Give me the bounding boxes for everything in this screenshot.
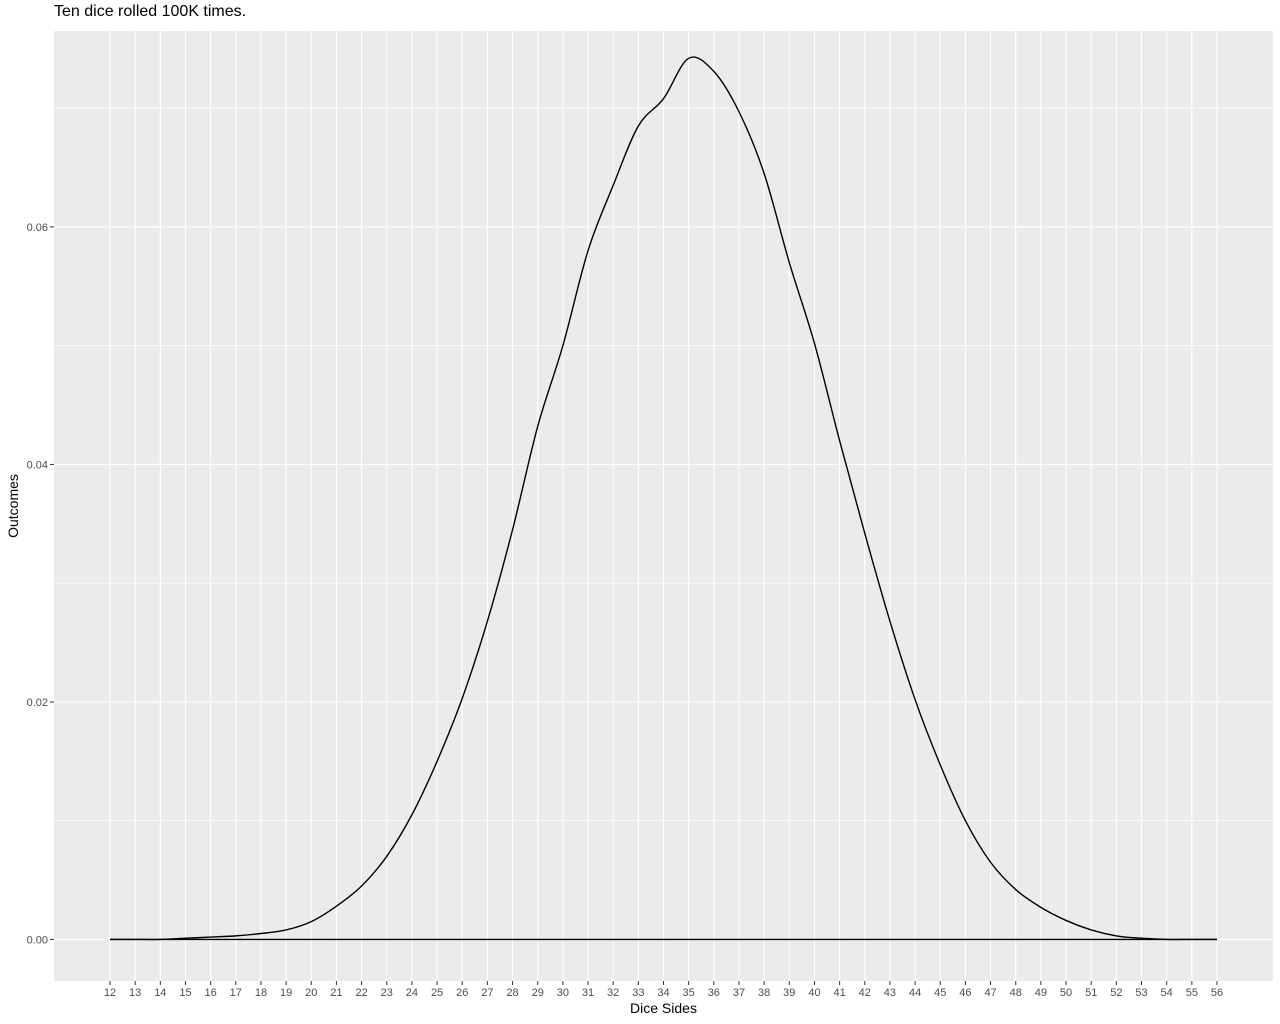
x-tick-label: 39 — [783, 987, 795, 999]
x-tick-label: 30 — [557, 987, 569, 999]
gridlines-x — [109, 31, 1218, 981]
x-tick-label: 26 — [456, 987, 468, 999]
x-tick-label: 40 — [808, 987, 820, 999]
x-tick-label: 23 — [381, 987, 393, 999]
x-tick-label: 47 — [984, 987, 996, 999]
x-tick-label: 15 — [179, 987, 191, 999]
x-tick-label: 50 — [1060, 987, 1072, 999]
x-tick-label: 12 — [104, 987, 116, 999]
x-tick-label: 14 — [154, 987, 166, 999]
x-tick-label: 32 — [607, 987, 619, 999]
x-tick-label: 22 — [355, 987, 367, 999]
x-tick-label: 28 — [506, 987, 518, 999]
x-tick-label: 51 — [1085, 987, 1097, 999]
x-tick-label: 56 — [1211, 987, 1223, 999]
x-tick-label: 52 — [1110, 987, 1122, 999]
x-tick-label: 34 — [657, 987, 669, 999]
density-line — [109, 56, 1217, 941]
x-tick-label: 31 — [582, 987, 594, 999]
x-axis-title: Dice Sides — [630, 1000, 697, 1016]
x-tick-label: 36 — [708, 987, 720, 999]
x-tick-label: 20 — [305, 987, 317, 999]
y-axis-title: Outcomes — [5, 474, 21, 538]
x-tick-label: 49 — [1035, 987, 1047, 999]
y-tick-label: 0.04 — [27, 459, 48, 471]
x-tick-label: 38 — [758, 987, 770, 999]
x-tick-label: 29 — [532, 987, 544, 999]
x-tick-label: 25 — [431, 987, 443, 999]
x-tick-label: 42 — [859, 987, 871, 999]
x-tick-label: 43 — [884, 987, 896, 999]
x-tick-label: 37 — [733, 987, 745, 999]
y-axis: 0.00 0.02 0.04 0.06 — [27, 222, 54, 946]
x-tick-label: 46 — [959, 987, 971, 999]
y-tick-label: 0.06 — [27, 222, 48, 234]
x-tick-label: 44 — [909, 987, 921, 999]
y-tick-label: 0.00 — [27, 934, 48, 946]
x-axis: 12 13 14 15 16 17 18 19 20 21 22 23 24 25 26 27 28 29 30 31… — [104, 981, 1223, 999]
x-tick-label: 53 — [1135, 987, 1147, 999]
y-tick-label: 0.02 — [27, 697, 48, 709]
x-tick-label: 21 — [330, 987, 342, 999]
chart-title: Ten dice rolled 100K times. — [54, 3, 247, 20]
x-tick-label: 41 — [833, 987, 845, 999]
x-tick-label: 13 — [129, 987, 141, 999]
x-tick-label: 33 — [632, 987, 644, 999]
x-tick-label: 55 — [1186, 987, 1198, 999]
x-tick-label: 54 — [1161, 987, 1173, 999]
x-tick-label: 35 — [683, 987, 695, 999]
x-tick-label: 18 — [255, 987, 267, 999]
x-tick-label: 27 — [481, 987, 493, 999]
x-tick-label: 17 — [230, 987, 242, 999]
x-tick-label: 24 — [406, 987, 418, 999]
x-tick-label: 19 — [280, 987, 292, 999]
x-tick-label: 48 — [1010, 987, 1022, 999]
x-tick-label: 45 — [934, 987, 946, 999]
x-tick-label: 16 — [205, 987, 217, 999]
